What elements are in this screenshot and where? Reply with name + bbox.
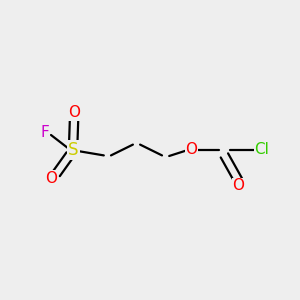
Text: Cl: Cl — [254, 142, 269, 158]
Text: O: O — [185, 142, 197, 158]
Text: O: O — [46, 171, 58, 186]
Text: O: O — [68, 105, 80, 120]
Text: F: F — [40, 125, 49, 140]
Text: S: S — [68, 141, 79, 159]
Text: O: O — [232, 178, 244, 194]
